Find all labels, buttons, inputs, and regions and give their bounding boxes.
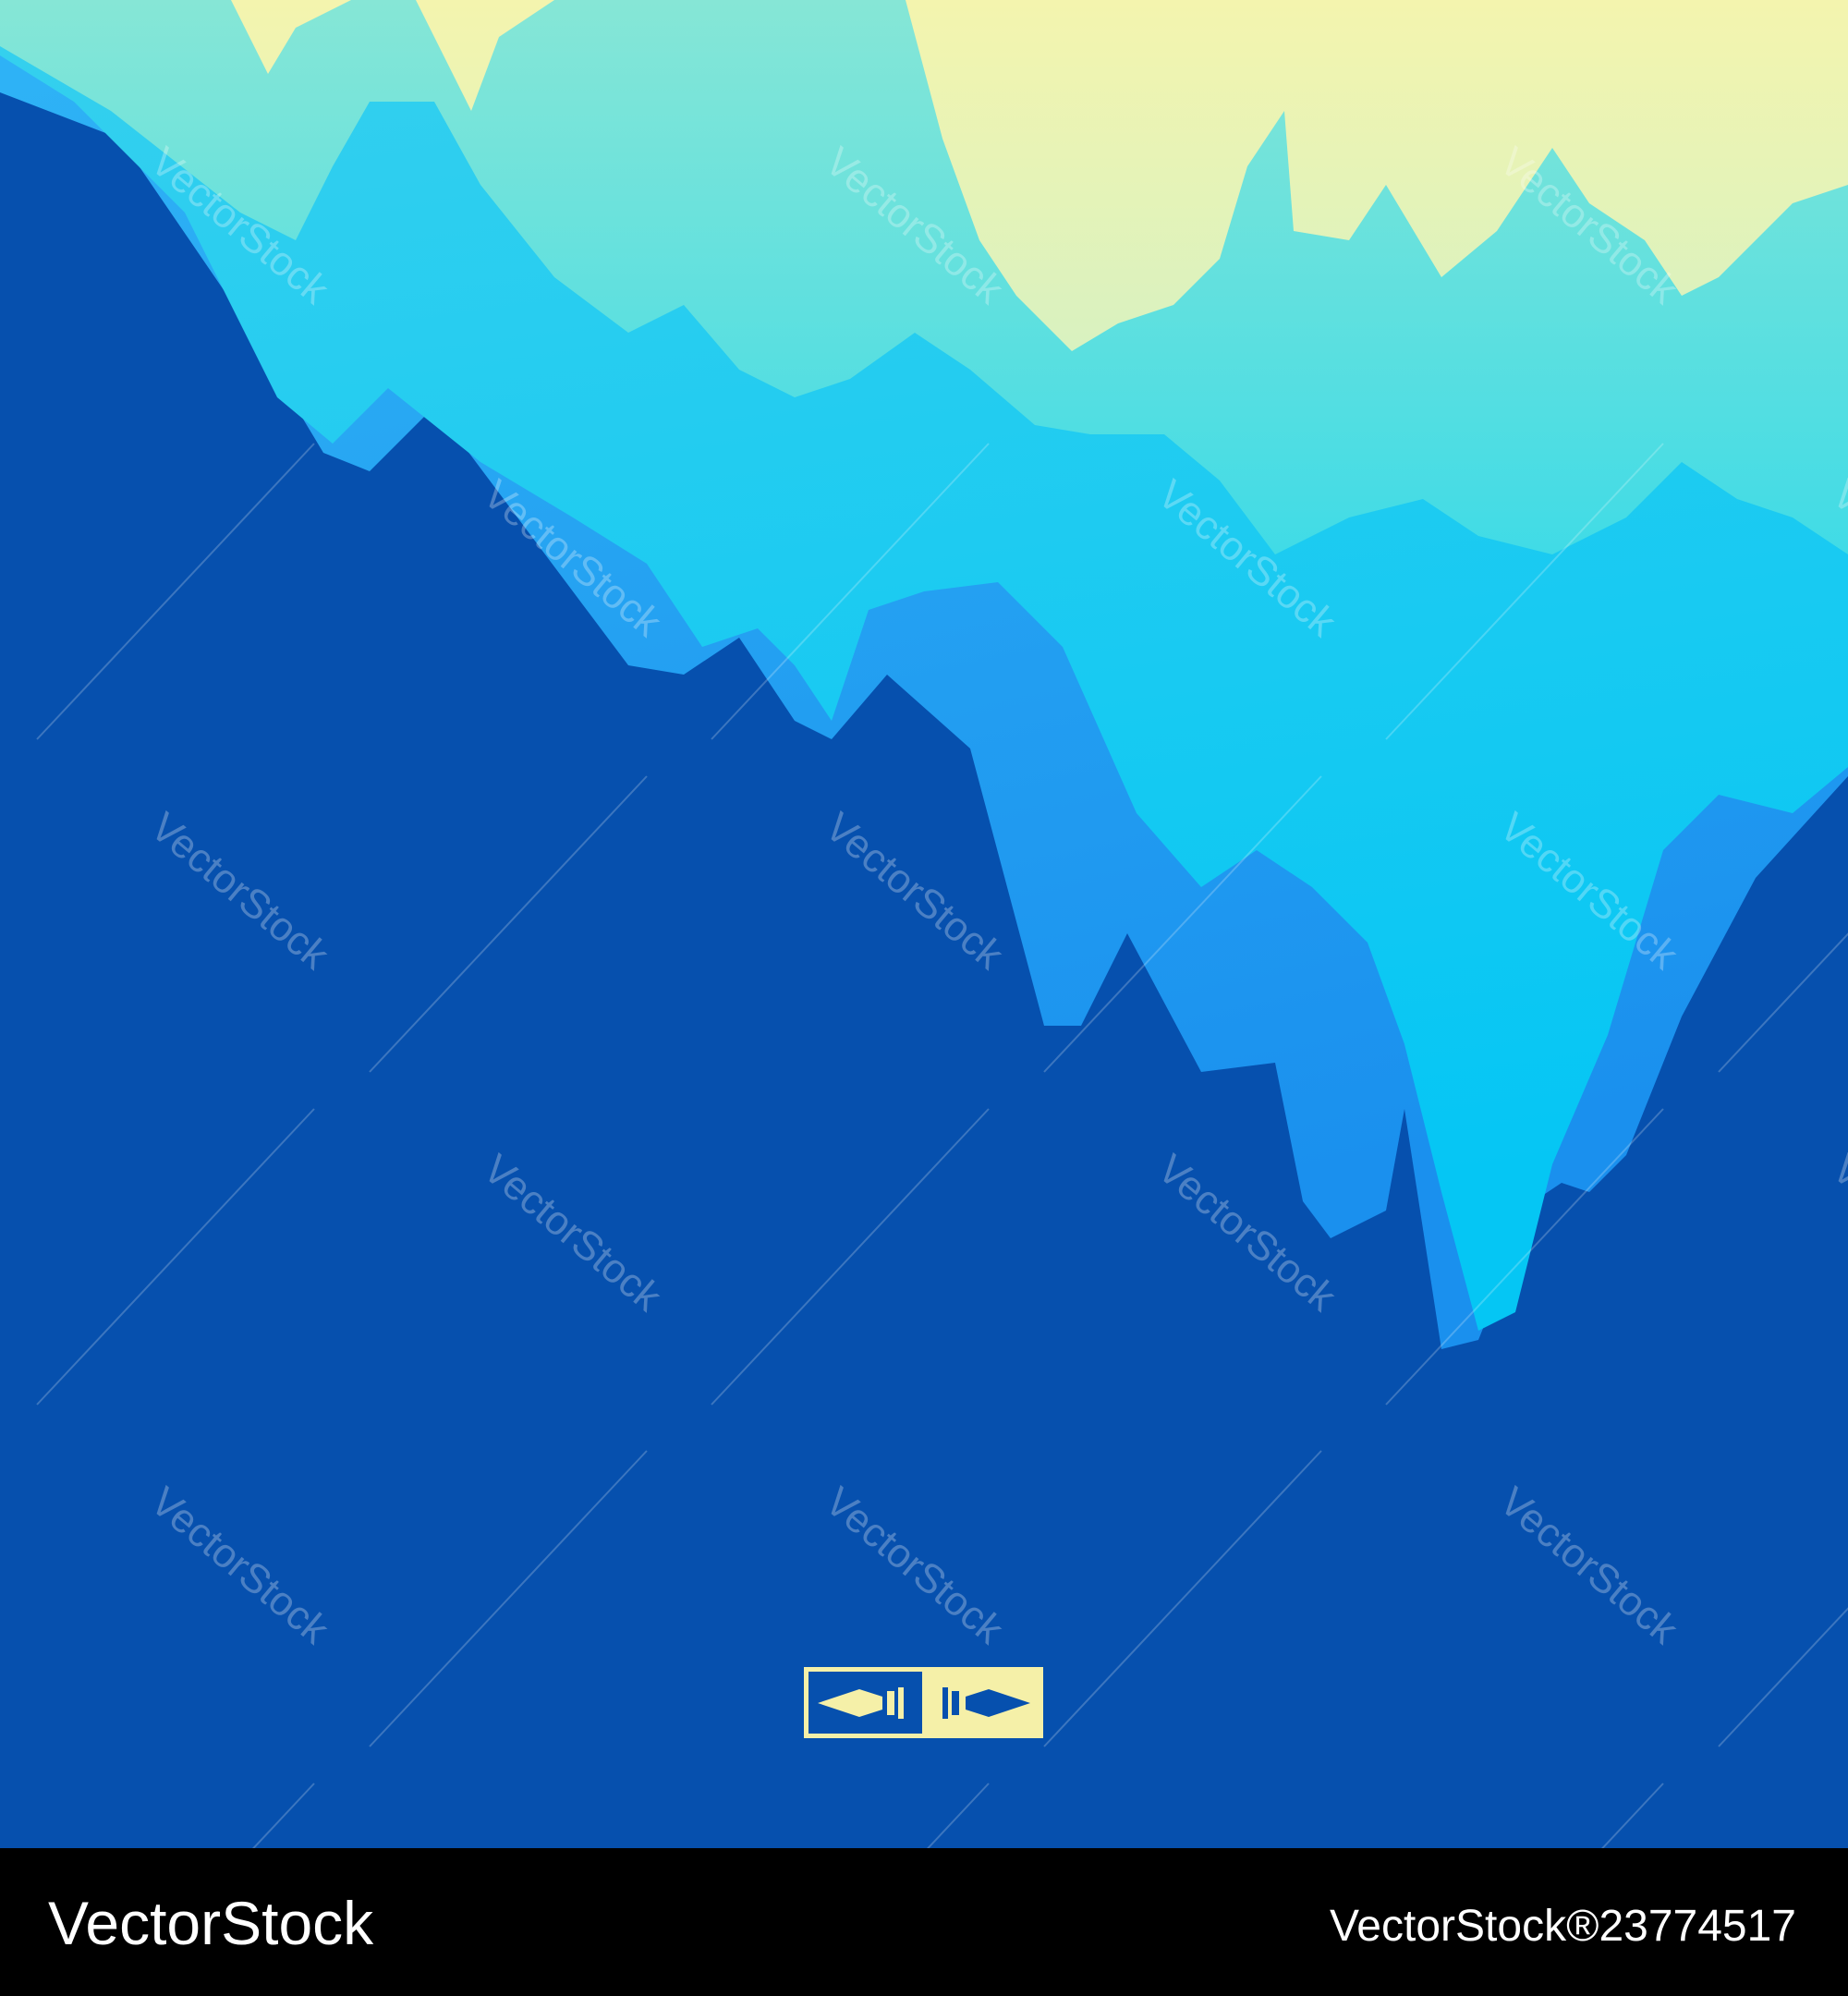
ridge-layer-4 — [0, 0, 1848, 351]
watermark-line — [1385, 443, 1664, 740]
watermark-line — [1043, 775, 1322, 1073]
watermark-line — [1718, 1607, 1848, 1747]
watermark-line — [711, 1108, 990, 1406]
watermark-line — [1718, 932, 1848, 1073]
watermark-line — [369, 1450, 648, 1747]
logo — [804, 1667, 1043, 1738]
watermark-line — [369, 775, 648, 1073]
footer-image-id: 23774517 — [1599, 1902, 1796, 1951]
pen-icon-left — [818, 1687, 904, 1719]
pen-icon-right — [942, 1687, 1030, 1719]
watermark-line — [36, 1108, 315, 1406]
footer-site: VectorStock® — [1330, 1902, 1599, 1951]
footer-brand: VectorStock — [48, 1889, 374, 1957]
watermark-line — [1043, 1450, 1322, 1747]
watermark-line — [711, 443, 990, 740]
watermark-line — [1385, 1108, 1664, 1406]
footer-id: VectorStock®23774517 — [1330, 1902, 1796, 1951]
watermark-line — [36, 443, 315, 740]
footer-bar — [0, 1848, 1848, 1996]
